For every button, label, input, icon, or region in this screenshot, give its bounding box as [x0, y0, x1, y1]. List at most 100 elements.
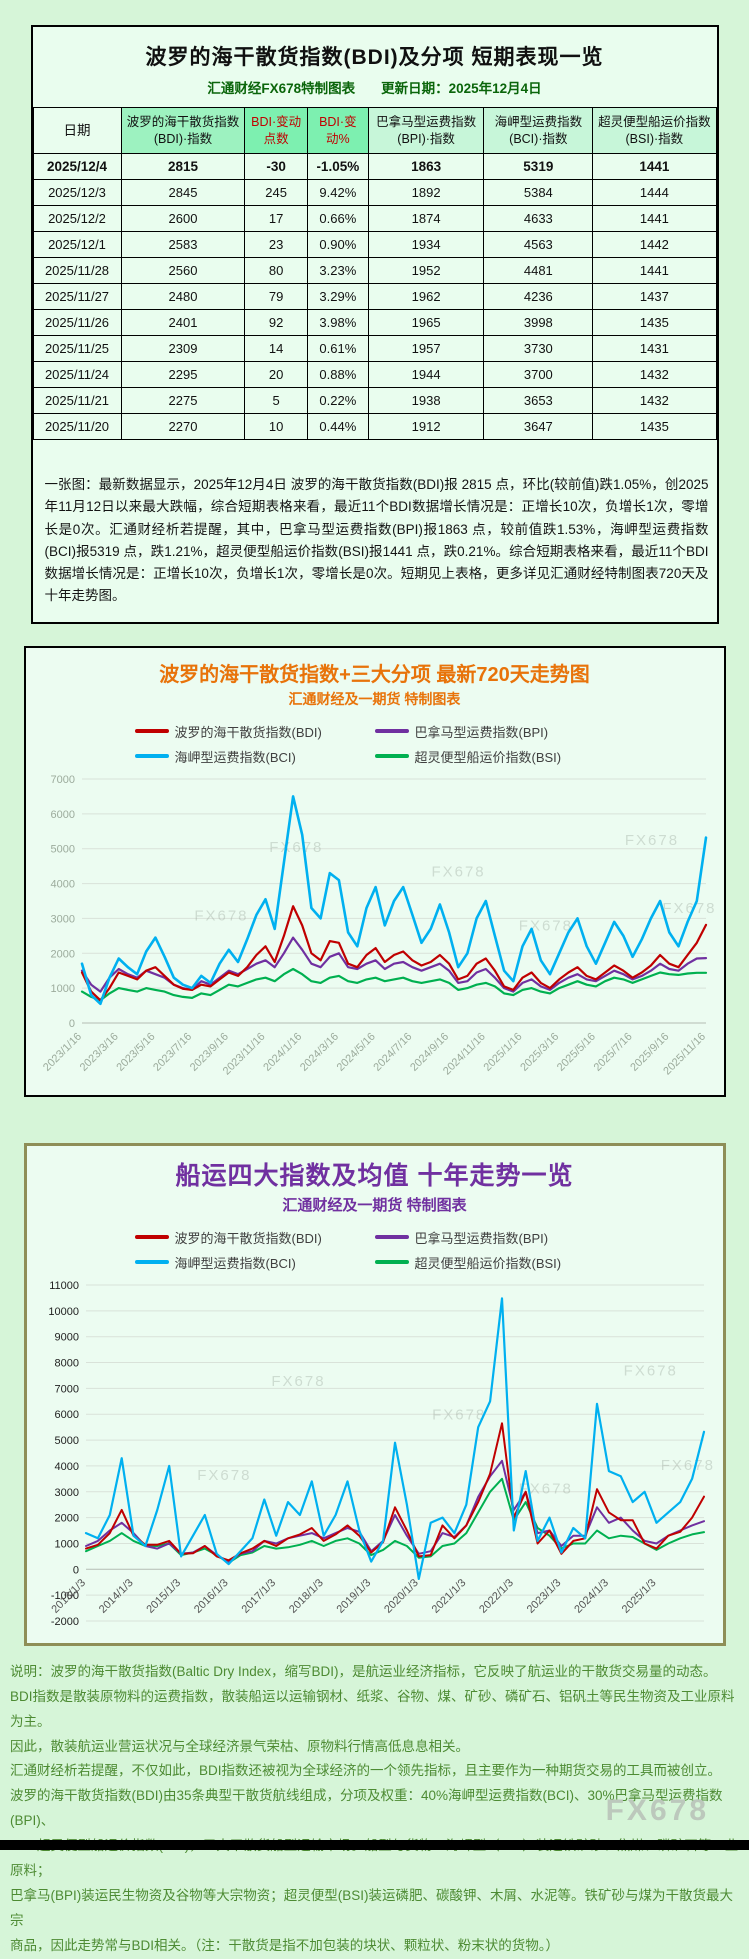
- svg-text:7000: 7000: [50, 774, 74, 786]
- date-cell: 2025/12/2: [32, 205, 122, 232]
- legend-item: 超灵便型船运价指数(BSI): [374, 1250, 615, 1275]
- chart-ten-year-subtitle: 汇通财经及一期货 特制图表: [282, 1196, 467, 1214]
- value-cell: 23: [244, 231, 308, 258]
- svg-text:2015/1/3: 2015/1/3: [144, 1577, 183, 1616]
- update-date-label: 更新日期：2025年12月4日: [381, 81, 542, 96]
- value-cell: 1435: [592, 413, 717, 440]
- legend-label: 波罗的海干散货指数(BDI): [174, 724, 322, 740]
- svg-text:1000: 1000: [54, 1538, 78, 1550]
- value-cell: 0.22%: [306, 387, 369, 414]
- svg-text:2024/1/16: 2024/1/16: [261, 1030, 304, 1073]
- value-cell: 0.61%: [306, 335, 369, 362]
- value-cell: 1892: [367, 179, 485, 206]
- value-cell: 3.98%: [306, 309, 369, 336]
- column-header: 波罗的海干散货指数(BDI)·指数: [120, 107, 246, 154]
- value-cell: 4481: [483, 257, 594, 284]
- legend-label: 海岬型运费指数(BCI): [174, 1255, 296, 1271]
- svg-text:4000: 4000: [50, 878, 74, 890]
- svg-text:FX678: FX678: [660, 1456, 714, 1473]
- value-cell: 1441: [592, 257, 717, 284]
- legend-item: 超灵便型船运价指数(BSI): [374, 744, 615, 769]
- value-cell: 92: [244, 309, 308, 336]
- value-cell: 3.23%: [306, 257, 369, 284]
- svg-text:-1000: -1000: [50, 1590, 78, 1602]
- svg-text:2000: 2000: [54, 1512, 78, 1524]
- value-cell: 5384: [483, 179, 594, 206]
- value-cell: 2309: [120, 335, 246, 362]
- value-cell: 0.66%: [306, 205, 369, 232]
- svg-text:FX678: FX678: [518, 917, 572, 934]
- svg-text:10000: 10000: [48, 1305, 79, 1317]
- column-header: BDI·变动%: [306, 107, 369, 154]
- value-cell: 1441: [592, 153, 717, 180]
- source-label: 汇通财经FX678特制图表: [207, 81, 356, 96]
- legend-label: 波罗的海干散货指数(BDI): [174, 1230, 322, 1246]
- svg-text:2016/1/3: 2016/1/3: [191, 1577, 230, 1616]
- svg-text:2023/5/16: 2023/5/16: [114, 1030, 157, 1073]
- chart-720day-panel: 波罗的海干散货指数+三大分项 最新720天走势图 汇通财经及一期货 特制图表 波…: [23, 645, 726, 1097]
- table-row: 2025/11/20 2270 10 0.44% 1912 3647 1435: [32, 413, 717, 440]
- table-panel-subtitle: 汇通财经FX678特制图表 更新日期：2025年12月4日: [33, 75, 717, 107]
- legend-item: 巴拿马型运费指数(BPI): [374, 1225, 615, 1250]
- svg-text:2022/1/3: 2022/1/3: [477, 1577, 516, 1616]
- value-cell: 17: [244, 205, 308, 232]
- svg-text:2024/3/16: 2024/3/16: [297, 1030, 340, 1073]
- value-cell: 1962: [367, 283, 485, 310]
- legend-item: 海岬型运费指数(BCI): [134, 744, 375, 769]
- legend-line-swatch: [374, 729, 409, 734]
- value-cell: 2401: [120, 309, 246, 336]
- chart-ten-year-plot: -2000 -1000 0 1000 2000 3000 4000 5000 6000 7000 8…: [48, 1280, 714, 1628]
- short-term-table-panel: 波罗的海干散货指数(BDI)及分项 短期表现一览 汇通财经FX678特制图表 更新…: [30, 25, 719, 624]
- svg-text:FX678: FX678: [194, 907, 248, 924]
- value-cell: 1874: [367, 205, 485, 232]
- column-header: 巴拿马型运费指数(BPI)·指数: [367, 107, 485, 154]
- value-cell: 2270: [120, 413, 246, 440]
- date-cell: 2025/11/27: [32, 283, 122, 310]
- table-panel-title: 波罗的海干散货指数(BDI)及分项 短期表现一览: [145, 46, 604, 69]
- svg-text:2024/7/16: 2024/7/16: [371, 1030, 414, 1073]
- table-row: 2025/11/25 2309 14 0.61% 1957 3730 1431: [32, 335, 717, 362]
- svg-text:0: 0: [68, 1018, 74, 1030]
- date-cell: 2025/11/26: [32, 309, 122, 336]
- svg-text:11000: 11000: [49, 1280, 79, 1292]
- value-cell: 3647: [483, 413, 594, 440]
- value-cell: 1952: [367, 257, 485, 284]
- value-cell: 0.90%: [306, 231, 369, 258]
- value-cell: 0.44%: [306, 413, 369, 440]
- value-cell: -1.05%: [306, 153, 369, 180]
- column-header: 日期: [32, 107, 122, 154]
- bottom-bar: [0, 1840, 749, 1850]
- legend-line-swatch: [134, 729, 169, 734]
- svg-text:3000: 3000: [54, 1486, 78, 1498]
- value-cell: 3700: [483, 361, 594, 388]
- svg-text:2014/1/3: 2014/1/3: [96, 1577, 135, 1616]
- value-cell: 1432: [592, 361, 717, 388]
- date-cell: 2025/11/20: [32, 413, 122, 440]
- svg-text:FX678: FX678: [269, 839, 323, 856]
- legend-item: 海岬型运费指数(BCI): [134, 1250, 375, 1275]
- svg-text:2021/1/3: 2021/1/3: [429, 1577, 468, 1616]
- svg-text:FX678: FX678: [271, 1372, 325, 1389]
- svg-text:6000: 6000: [54, 1409, 78, 1421]
- legend-item: 巴拿马型运费指数(BPI): [374, 719, 615, 744]
- value-cell: 3730: [483, 335, 594, 362]
- column-header: 超灵便型船运价指数(BSI)·指数: [592, 107, 717, 154]
- value-cell: 2295: [120, 361, 246, 388]
- svg-text:2025/7/16: 2025/7/16: [591, 1030, 634, 1073]
- svg-text:FX678: FX678: [662, 900, 716, 917]
- value-cell: -30: [244, 153, 308, 180]
- value-cell: 1938: [367, 387, 485, 414]
- svg-text:8000: 8000: [54, 1357, 78, 1369]
- date-cell: 2025/11/28: [32, 257, 122, 284]
- legend-label: 海岬型运费指数(BCI): [174, 749, 296, 765]
- value-cell: 2275: [120, 387, 246, 414]
- value-cell: 1934: [367, 231, 485, 258]
- legend-item: 波罗的海干散货指数(BDI): [134, 1225, 375, 1250]
- svg-text:FX678: FX678: [624, 831, 678, 848]
- value-cell: 2480: [120, 283, 246, 310]
- value-cell: 9.42%: [306, 179, 369, 206]
- table-row: 2025/12/4 2815 -30 -1.05% 1863 5319 1441: [32, 153, 717, 180]
- table-row: 2025/11/28 2560 80 3.23% 1952 4481 1441: [32, 257, 717, 284]
- svg-text:2025/1/16: 2025/1/16: [481, 1030, 524, 1073]
- svg-text:3000: 3000: [50, 913, 74, 925]
